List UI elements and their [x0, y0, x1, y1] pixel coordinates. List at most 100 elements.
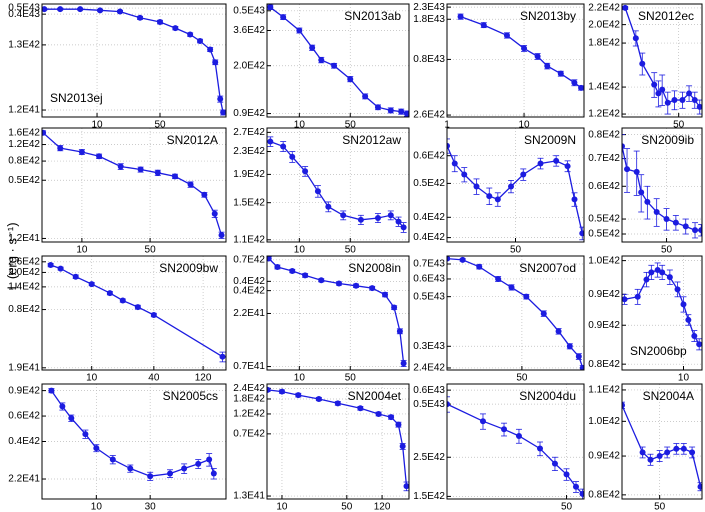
data-point	[357, 405, 364, 412]
data-point	[78, 148, 85, 155]
data-point	[653, 208, 660, 215]
data-point	[644, 198, 651, 205]
data-point	[654, 266, 661, 273]
data-point	[666, 274, 673, 281]
panel: 0.5E43 3.6E42 2.0E42 0.9E42 10 50 SN2013ab	[233, 3, 410, 131]
y-tick-label: 1.8E42	[233, 394, 265, 405]
data-point	[696, 341, 702, 348]
data-point	[400, 224, 407, 231]
data-point	[521, 45, 528, 52]
data-point	[391, 304, 398, 311]
data-point	[220, 109, 226, 116]
data-point	[167, 470, 174, 477]
data-point	[638, 189, 645, 196]
y-tick-label: 0.9E42	[233, 108, 265, 119]
y-tick-label: 1.4E42	[588, 82, 620, 93]
x-tick-label: 10	[86, 373, 98, 384]
y-axis-label: L (erg · s⁻¹)	[4, 222, 19, 289]
data-point	[685, 316, 692, 323]
series	[622, 4, 702, 115]
data-point	[480, 22, 487, 29]
panel-title: SN2004du	[519, 389, 576, 403]
panel-title: SN2013ej	[50, 91, 103, 105]
data-point	[680, 445, 687, 452]
y-tick-label: 0.3E43	[413, 341, 445, 352]
data-point	[633, 168, 640, 175]
data-point	[571, 79, 578, 86]
data-point	[639, 449, 646, 456]
y-tick-label: 1.9E41	[8, 362, 40, 373]
panel-title: SN2013ab	[344, 9, 401, 23]
series	[267, 136, 407, 233]
panel-title: SN2009ib	[641, 133, 694, 147]
data-point	[664, 449, 671, 456]
panel-frame	[266, 3, 410, 118]
data-line	[624, 269, 700, 345]
y-tick-label: 1.0E42	[588, 255, 620, 266]
panel-title: SN2013by	[520, 9, 576, 23]
y-tick-label: 0.6E43	[413, 385, 445, 396]
y-tick-label: 0.4E43	[8, 9, 40, 20]
y-tick-label: 0.5E42	[588, 214, 620, 225]
data-point	[686, 90, 693, 97]
data-point	[157, 19, 164, 26]
data-point	[575, 353, 582, 360]
y-tick-label: 0.5E42	[413, 178, 445, 189]
data-point	[403, 483, 409, 490]
data-point	[515, 432, 522, 439]
y-tick-label: 2.4E42	[413, 363, 445, 374]
y-tick-label: 0.7E43	[413, 259, 445, 270]
x-tick-label: 40	[148, 373, 160, 384]
y-tick-label: 0.5E43	[413, 291, 445, 302]
y-tick-label: 0.7E42	[588, 153, 620, 164]
data-point	[451, 160, 458, 167]
data-point	[267, 138, 274, 145]
y-tick-label: 0.8E42	[8, 156, 40, 167]
panel: 2.2E42 2.0E42 1.8E42 1.4E42 1.2E42 50 SN2012ec	[588, 3, 703, 131]
panel-frame	[446, 255, 585, 371]
x-tick-label: 50	[145, 245, 157, 256]
series	[447, 256, 584, 370]
y-tick-label: 0.4E42	[233, 276, 265, 287]
y-tick-label: 0.4E42	[413, 212, 445, 223]
y-tick-label: 3.6E42	[233, 25, 265, 36]
y-tick-label: 1.5E42	[413, 491, 445, 502]
x-tick-label: 50	[345, 245, 357, 256]
panel-title: SN2005cs	[163, 389, 218, 403]
series	[267, 386, 409, 492]
data-point	[267, 386, 271, 393]
data-point	[181, 465, 188, 472]
data-point	[622, 143, 625, 150]
y-tick-label: 1.6E42	[8, 127, 40, 138]
data-point	[396, 328, 403, 335]
data-point	[309, 44, 316, 51]
data-point	[212, 59, 219, 66]
panel-frame	[621, 127, 703, 243]
y-tick-label: 0.6E42	[413, 150, 445, 161]
data-point	[318, 57, 325, 64]
data-point	[534, 53, 541, 60]
data-point	[134, 304, 141, 311]
panel-frame	[41, 3, 227, 118]
panel-frame	[621, 383, 703, 500]
data-line	[447, 403, 583, 495]
y-tick-label: 0.4E42	[413, 232, 445, 243]
panel-title: SN2009N	[524, 133, 576, 147]
data-point	[97, 7, 104, 14]
data-point	[651, 81, 658, 88]
data-point	[197, 37, 204, 44]
data-point	[93, 445, 100, 452]
data-point	[187, 181, 194, 188]
error-bar	[447, 138, 450, 154]
data-point	[57, 145, 64, 152]
data-point	[663, 216, 670, 223]
x-tick-label: 10	[276, 502, 288, 512]
data-point	[479, 418, 486, 425]
series	[42, 129, 225, 239]
data-point	[57, 265, 64, 272]
data-point	[109, 456, 116, 463]
data-point	[544, 63, 551, 70]
